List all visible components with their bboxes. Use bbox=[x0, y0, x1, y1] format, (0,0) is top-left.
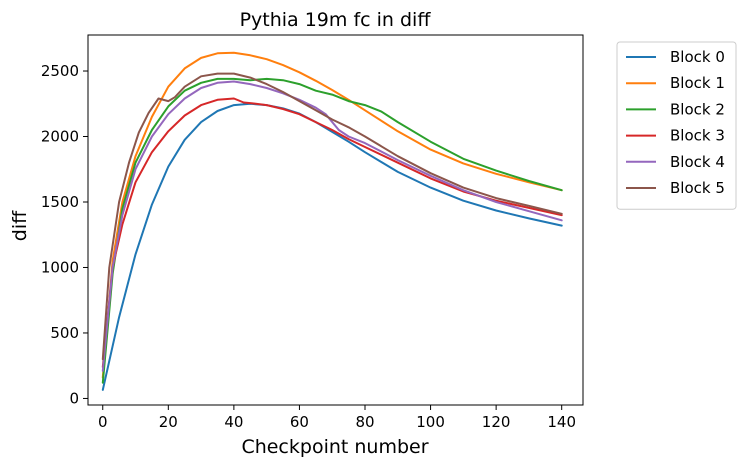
series-line-1 bbox=[101, 102, 563, 391]
x-tick-label: 140 bbox=[547, 413, 576, 431]
series-line-5 bbox=[101, 80, 563, 372]
y-tick-label: 2500 bbox=[41, 62, 79, 80]
legend-label: Block 1 bbox=[670, 74, 725, 92]
x-tick-label: 20 bbox=[159, 413, 178, 431]
plot-frame bbox=[87, 34, 584, 406]
series-line-3 bbox=[101, 77, 563, 384]
series-line-2 bbox=[101, 51, 563, 379]
legend-label: Block 2 bbox=[670, 100, 725, 118]
legend-label: Block 5 bbox=[670, 179, 725, 197]
y-tick-label: 500 bbox=[50, 324, 79, 342]
y-axis-label: diff bbox=[9, 210, 31, 241]
x-tick-label: 60 bbox=[290, 413, 309, 431]
series-line-6 bbox=[101, 72, 563, 361]
legend-label: Block 0 bbox=[670, 48, 725, 66]
y-tick-label: 1000 bbox=[41, 258, 79, 276]
x-tick-label: 0 bbox=[98, 413, 108, 431]
x-tick-label: 120 bbox=[482, 413, 511, 431]
x-tick-label: 40 bbox=[224, 413, 243, 431]
chart-title: Pythia 19m fc in diff bbox=[240, 9, 432, 31]
x-tick-label: 80 bbox=[355, 413, 374, 431]
y-tick-label: 1500 bbox=[41, 193, 79, 211]
series-line-4 bbox=[101, 97, 563, 368]
x-axis-label: Checkpoint number bbox=[241, 436, 428, 458]
legend-label: Block 3 bbox=[670, 127, 725, 145]
y-tick-label: 2000 bbox=[41, 128, 79, 146]
plot-area: 0 20 40 60 80 100 120 140 0 500 1000 1500 2000 2500 bbox=[41, 34, 584, 431]
legend-label: Block 4 bbox=[670, 153, 725, 171]
y-tick-label: 0 bbox=[69, 389, 79, 407]
legend: Block 0 Block 1 Block 2 Block 3 Block 4 Block… bbox=[616, 41, 737, 210]
x-tick-label: 100 bbox=[416, 413, 445, 431]
